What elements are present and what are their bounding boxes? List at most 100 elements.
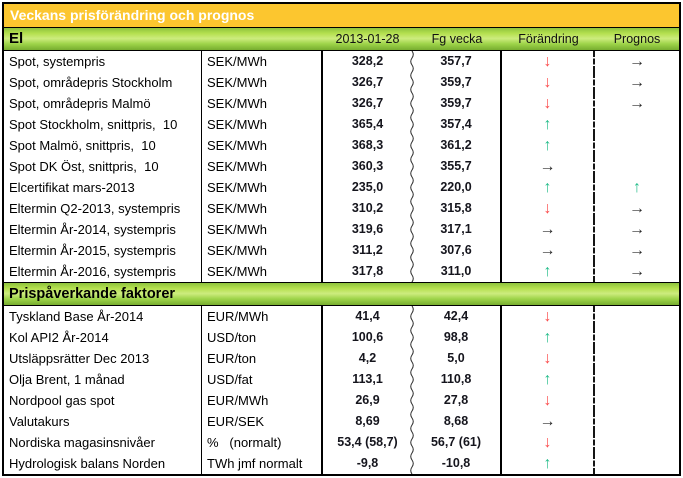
table-row: Nordpool gas spot EUR/MWh 26,9 27,8 ↓ bbox=[4, 390, 679, 411]
row-name: Spot Malmö, snittpris, 10 bbox=[4, 135, 202, 156]
table-row: Spot, områdepris Stockholm SEK/MWh 326,7 35… bbox=[4, 72, 679, 93]
row-name: Spot DK Öst, snittpris, 10 bbox=[4, 156, 202, 177]
current-value: 310,2 bbox=[351, 201, 384, 215]
current-value: 235,0 bbox=[351, 180, 384, 194]
current-value: 41,4 bbox=[355, 309, 380, 323]
row-name: Eltermin År-2016, systempris bbox=[4, 261, 202, 282]
previous-value: 317,1 bbox=[412, 219, 502, 240]
forecast-cell: ↑ bbox=[595, 177, 679, 198]
up-arrow-icon: ↑ bbox=[543, 263, 552, 280]
current-value: 326,7 bbox=[351, 96, 384, 110]
table-row: Tyskland Base År-2014 EUR/MWh 41,4 42,4 ↓ bbox=[4, 306, 679, 327]
table-row: Valutakurs EUR/SEK 8,69 8,68 → bbox=[4, 411, 679, 432]
right-arrow-icon: → bbox=[629, 200, 645, 217]
change-cell: ↓ bbox=[502, 72, 595, 93]
change-cell: ↑ bbox=[502, 369, 595, 390]
row-unit: SEK/MWh bbox=[202, 177, 323, 198]
row-unit: SEK/MWh bbox=[202, 219, 323, 240]
forecast-cell bbox=[595, 432, 679, 453]
row-unit: SEK/MWh bbox=[202, 114, 323, 135]
column-header-bar: El 2013-01-28 Fg vecka Förändring Progno… bbox=[4, 28, 679, 51]
change-cell: ↑ bbox=[502, 114, 595, 135]
right-arrow-icon: → bbox=[539, 221, 556, 238]
change-cell: ↓ bbox=[502, 432, 595, 453]
change-cell: ↑ bbox=[502, 135, 595, 156]
forecast-cell: → bbox=[595, 93, 679, 114]
up-arrow-icon: ↑ bbox=[543, 116, 552, 133]
previous-value: 311,0 bbox=[412, 261, 502, 282]
previous-value: 307,6 bbox=[412, 240, 502, 261]
current-value: 365,4 bbox=[351, 117, 384, 131]
row-name: Valutakurs bbox=[4, 411, 202, 432]
change-cell: ↑ bbox=[502, 327, 595, 348]
table-row: Eltermin År-2014, systempris SEK/MWh 319,6… bbox=[4, 219, 679, 240]
row-name: Tyskland Base År-2014 bbox=[4, 306, 202, 327]
change-cell: ↑ bbox=[502, 453, 595, 474]
table-row: Elcertifikat mars-2013 SEK/MWh 235,0 220,0 ↑… bbox=[4, 177, 679, 198]
right-arrow-icon: → bbox=[629, 242, 645, 259]
row-name: Spot, systempris bbox=[4, 51, 202, 72]
up-arrow-icon: ↑ bbox=[543, 179, 552, 196]
row-unit: EUR/MWh bbox=[202, 390, 323, 411]
table-title: Veckans prisförändring och prognos bbox=[10, 7, 255, 23]
table-row: Olja Brent, 1 månad USD/fat 113,1 110,8 ↑ bbox=[4, 369, 679, 390]
previous-value: 220,0 bbox=[412, 177, 502, 198]
up-arrow-icon: ↑ bbox=[543, 371, 552, 388]
change-cell: → bbox=[502, 219, 595, 240]
column-header-change: Förändring bbox=[518, 32, 579, 46]
forecast-cell: → bbox=[595, 240, 679, 261]
forecast-cell bbox=[595, 156, 679, 177]
previous-value: 8,68 bbox=[412, 411, 502, 432]
table-row: Eltermin År-2015, systempris SEK/MWh 311,2… bbox=[4, 240, 679, 261]
table-row: Utsläppsrätter Dec 2013 EUR/ton 4,2 5,0 ↓ bbox=[4, 348, 679, 369]
table-row: Eltermin År-2016, systempris SEK/MWh 317,8… bbox=[4, 261, 679, 282]
table-title-bar: Veckans prisförändring och prognos bbox=[4, 4, 679, 28]
previous-value: 110,8 bbox=[412, 369, 502, 390]
previous-value: -10,8 bbox=[412, 453, 502, 474]
table-row: Spot Stockholm, snittpris, 10 SEK/MWh 365,… bbox=[4, 114, 679, 135]
down-arrow-icon: ↓ bbox=[543, 95, 552, 112]
el-section-rows: Spot, systempris SEK/MWh 328,2 357,7 ↓ → Spot,… bbox=[4, 51, 679, 282]
down-arrow-icon: ↓ bbox=[543, 392, 552, 409]
change-cell: ↑ bbox=[502, 177, 595, 198]
current-value: 113,1 bbox=[352, 372, 383, 386]
change-cell: ↓ bbox=[502, 306, 595, 327]
table-row: Hydrologisk balans Norden TWh jmf normalt… bbox=[4, 453, 679, 474]
right-arrow-icon: → bbox=[539, 413, 556, 430]
table-row: Kol API2 År-2014 USD/ton 100,6 98,8 ↑ bbox=[4, 327, 679, 348]
forecast-cell bbox=[595, 390, 679, 411]
right-arrow-icon: → bbox=[629, 95, 645, 112]
right-arrow-icon: → bbox=[539, 158, 556, 175]
section-el-label: El bbox=[9, 30, 24, 47]
row-name: Eltermin År-2014, systempris bbox=[4, 219, 202, 240]
change-cell: ↓ bbox=[502, 51, 595, 72]
row-name: Spot, områdepris Stockholm bbox=[4, 72, 202, 93]
change-cell: ↓ bbox=[502, 348, 595, 369]
forecast-cell: → bbox=[595, 219, 679, 240]
current-value: 319,6 bbox=[351, 222, 384, 236]
previous-value: 359,7 bbox=[412, 93, 502, 114]
row-unit: USD/ton bbox=[202, 327, 323, 348]
row-name: Spot, områdepris Malmö bbox=[4, 93, 202, 114]
row-unit: SEK/MWh bbox=[202, 240, 323, 261]
current-value: 317,8 bbox=[351, 264, 384, 278]
previous-value: 355,7 bbox=[412, 156, 502, 177]
row-name: Elcertifikat mars-2013 bbox=[4, 177, 202, 198]
row-unit: USD/fat bbox=[202, 369, 323, 390]
previous-value: 357,7 bbox=[412, 51, 502, 72]
current-value: 326,7 bbox=[351, 75, 384, 89]
down-arrow-icon: ↓ bbox=[543, 74, 552, 91]
current-value: 360,3 bbox=[351, 159, 384, 173]
up-arrow-icon: ↑ bbox=[633, 179, 641, 196]
right-arrow-icon: → bbox=[539, 242, 556, 259]
forecast-cell bbox=[595, 369, 679, 390]
row-unit: SEK/MWh bbox=[202, 51, 323, 72]
row-name: Hydrologisk balans Norden bbox=[4, 453, 202, 474]
current-value: 311,2 bbox=[352, 243, 383, 257]
row-unit: SEK/MWh bbox=[202, 72, 323, 93]
row-unit: % (normalt) bbox=[202, 432, 323, 453]
faktorer-section-rows: Tyskland Base År-2014 EUR/MWh 41,4 42,4 ↓ Kol… bbox=[4, 306, 679, 474]
row-name: Spot Stockholm, snittpris, 10 bbox=[4, 114, 202, 135]
row-unit: SEK/MWh bbox=[202, 261, 323, 282]
